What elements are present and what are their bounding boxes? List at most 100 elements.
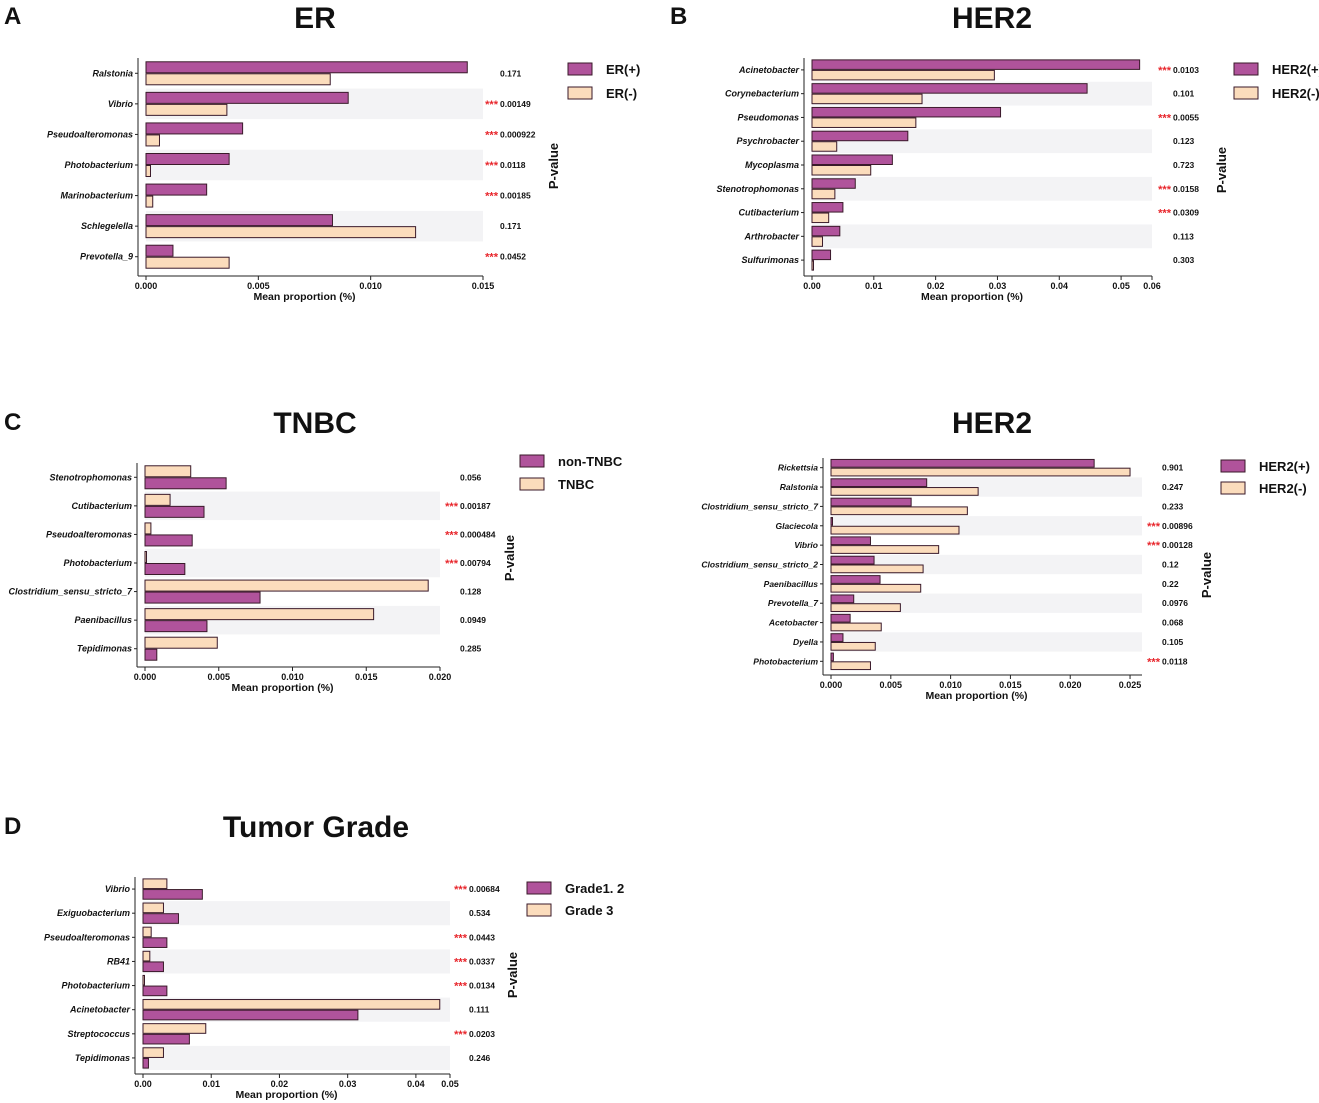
p-value: 0.101 [1173, 89, 1195, 99]
category-label: Streptococcus [67, 1029, 130, 1039]
bar-her2- [830, 564, 924, 574]
panel-label: B [670, 3, 687, 30]
category-label: RB41 [107, 956, 130, 966]
bar-grade1-2 [142, 1033, 190, 1045]
x-tick-label: 0.00 [803, 281, 821, 291]
category-label: Clostridium_sensu_stricto_2 [701, 560, 818, 570]
bar-er- [145, 214, 333, 227]
bar-her2- [811, 59, 1141, 70]
x-tick-label: 0.010 [281, 672, 304, 682]
x-tick-label: 0.04 [1051, 281, 1069, 291]
bar-grade-3 [142, 974, 145, 986]
chart-title: ER [294, 2, 336, 35]
chart-title: Tumor Grade [223, 811, 409, 844]
bar-grade1-2 [142, 961, 164, 973]
p-value: 0.0452 [500, 252, 526, 262]
significance-marker: *** [485, 99, 499, 111]
p-value: 0.000484 [460, 529, 496, 539]
bar-her2- [830, 622, 882, 632]
legend-label: ER(-) [606, 86, 637, 101]
significance-marker: *** [1147, 656, 1161, 668]
bar-her2- [830, 497, 912, 507]
x-tick-label: 0.005 [880, 680, 903, 690]
bar-er- [145, 244, 174, 257]
bar-her2- [811, 188, 836, 200]
bar-grade1-2 [142, 985, 168, 997]
category-label: Photobacterium [753, 656, 818, 666]
category-label: Pseudomonas [737, 112, 799, 122]
legend-swatch [567, 86, 593, 100]
category-label: Mycoplasma [745, 160, 799, 170]
x-tick-label: 0.005 [247, 281, 270, 291]
bar-her2- [811, 154, 893, 166]
legend-swatch [526, 903, 552, 917]
row-band [831, 632, 1142, 652]
bar-grade-3 [142, 1023, 207, 1034]
category-label: Ralstonia [780, 482, 819, 492]
chart-title: HER2 [952, 407, 1032, 440]
p-value: 0.22 [1162, 579, 1179, 589]
legend-label: Grade1. 2 [565, 881, 624, 896]
category-label: Arthrobacter [743, 231, 799, 241]
x-tick-label: 0.04 [407, 1079, 425, 1089]
legend-swatch [567, 62, 593, 76]
bar-tnbc [144, 636, 218, 649]
category-label: Dyella [793, 637, 818, 647]
bar-er- [145, 256, 230, 269]
bar-her2- [811, 225, 841, 237]
x-axis-label: Mean proportion (%) [253, 291, 355, 303]
category-label: Cutibacterium [738, 208, 799, 218]
x-tick-label: 0.015 [999, 680, 1022, 690]
category-label: Stenotrophomonas [717, 184, 800, 194]
p-value: 0.233 [1162, 501, 1184, 511]
x-tick-label: 0.05 [441, 1079, 459, 1089]
category-label: Sulfurimonas [741, 255, 799, 265]
x-tick-label: 0.03 [339, 1079, 357, 1089]
bar-non-tnbc [144, 534, 193, 547]
p-value: 0.0134 [469, 981, 495, 991]
significance-marker: *** [454, 932, 468, 944]
x-tick-label: 0.06 [1143, 281, 1161, 291]
p-value-axis-label: P-value [1199, 552, 1214, 598]
legend-label: HER2(+) [1272, 62, 1319, 77]
p-value: 0.303 [1173, 255, 1195, 265]
significance-marker: *** [1147, 540, 1161, 552]
p-value: 0.247 [1162, 482, 1184, 492]
bar-er- [145, 73, 331, 86]
category-label: Prevotella_9 [80, 252, 133, 262]
p-value: 0.246 [469, 1053, 491, 1063]
legend-swatch [1233, 62, 1259, 76]
significance-marker: *** [445, 501, 459, 513]
p-value: 0.0443 [469, 932, 495, 942]
p-value: 0.12 [1162, 560, 1179, 570]
bar-her2- [830, 652, 834, 662]
p-value: 0.0976 [1162, 598, 1188, 608]
bar-tnbc [144, 465, 192, 478]
p-value: 0.00187 [460, 501, 491, 511]
x-tick-label: 0.020 [429, 672, 452, 682]
bar-grade1-2 [142, 1057, 149, 1069]
bar-grade1-2 [142, 1009, 359, 1021]
p-value: 0.00896 [1162, 521, 1193, 531]
p-value-axis-label: P-value [1214, 147, 1229, 193]
bar-er- [145, 226, 417, 239]
significance-marker: *** [454, 981, 468, 993]
bar-her2- [830, 583, 922, 593]
bar-her2- [811, 117, 917, 128]
bar-her2- [811, 83, 1088, 94]
category-label: Paenibacillus [764, 579, 819, 589]
significance-marker: *** [1158, 208, 1172, 220]
significance-marker: *** [485, 252, 499, 264]
x-axis-label: Mean proportion (%) [231, 682, 333, 694]
category-label: Acetobacter [768, 618, 819, 628]
bar-her2- [830, 555, 875, 565]
row-band [143, 949, 450, 974]
legend-swatch [519, 454, 545, 468]
category-label: Pseudoalteromonas [44, 932, 130, 942]
category-label: Stenotrophomonas [50, 472, 133, 482]
bar-er- [145, 91, 349, 104]
category-label: Glaciecola [775, 521, 818, 531]
p-value: 0.0118 [1162, 656, 1188, 666]
bar-er- [145, 103, 228, 116]
